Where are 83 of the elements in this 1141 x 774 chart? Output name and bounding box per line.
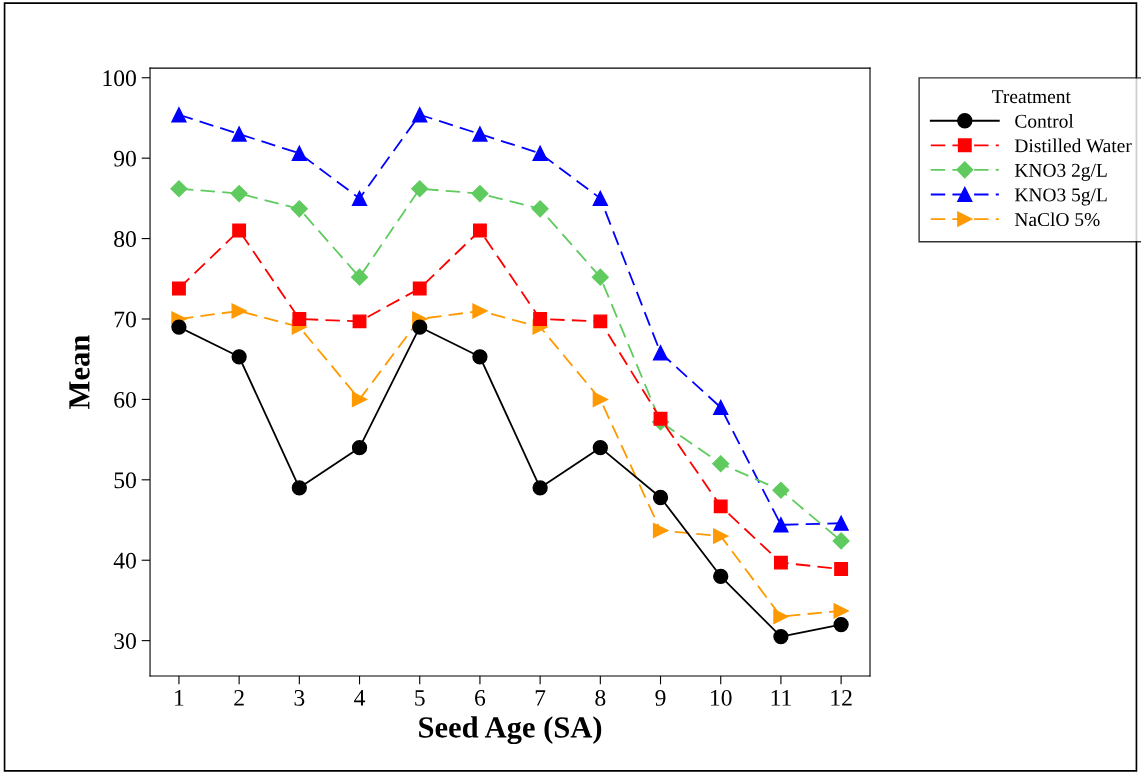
point: [652, 489, 669, 506]
x-tick-label: 7: [535, 690, 546, 706]
point: [292, 312, 307, 326]
y-tick-label: 90: [114, 150, 136, 167]
point: [472, 303, 488, 319]
point: [652, 345, 669, 361]
point: [472, 223, 487, 238]
point: [713, 399, 729, 416]
point: [592, 190, 608, 207]
point: [532, 480, 548, 496]
legend-title: Treatment: [992, 90, 1071, 104]
point: [171, 107, 187, 123]
x-tick-label: 3: [294, 689, 305, 706]
y-axis-title: Mean: [69, 335, 90, 409]
point: [351, 190, 368, 207]
y-tick-label: 30: [114, 633, 136, 650]
point: [833, 603, 849, 619]
point: [833, 616, 849, 633]
point: [291, 145, 307, 161]
point: [230, 184, 248, 203]
point: [773, 608, 789, 625]
point: [231, 126, 247, 142]
point: [290, 200, 308, 218]
point: [834, 562, 849, 577]
point: [712, 455, 730, 473]
point: [170, 180, 188, 198]
point: [232, 223, 247, 238]
point: [713, 568, 729, 584]
x-tick-label: 5: [415, 690, 425, 706]
legend-label: KNO3 5g/L: [1014, 188, 1107, 206]
point: [713, 499, 728, 514]
y-tick-label: 70: [114, 311, 136, 328]
point: [593, 314, 608, 329]
point: [653, 411, 668, 426]
y-tick-label: 60: [114, 391, 136, 408]
y-tick-label: 100: [103, 70, 136, 87]
point: [412, 107, 428, 123]
point: [472, 126, 488, 142]
x-tick-label: 9: [655, 689, 666, 706]
point: [231, 303, 247, 319]
legend-label: Control: [1015, 114, 1074, 128]
point: [231, 349, 247, 365]
point: [411, 180, 429, 198]
x-tick-label: 2: [234, 689, 244, 706]
point: [773, 628, 789, 645]
point: [351, 391, 368, 408]
point: [773, 555, 788, 570]
point: [713, 528, 729, 544]
point: [412, 319, 428, 335]
point: [832, 532, 850, 550]
point: [350, 268, 369, 286]
point: [171, 319, 187, 335]
y-tick-label: 80: [114, 231, 136, 248]
x-tick-label: 11: [771, 690, 791, 706]
x-tick-label: 1: [175, 690, 184, 706]
legend-label: KNO3 2g/L: [1014, 163, 1107, 181]
legend-label: NaClO 5%: [1014, 212, 1100, 227]
point: [291, 480, 307, 496]
y-tick-label: 40: [113, 552, 136, 569]
point: [352, 314, 367, 329]
x-tick-label: 6: [475, 689, 486, 706]
point: [351, 440, 368, 456]
point: [652, 522, 669, 539]
x-tick-label: 10: [710, 689, 732, 706]
x-tick-label: 4: [354, 690, 366, 706]
x-axis-title: Seed Age (SA): [419, 716, 602, 745]
point: [531, 200, 549, 218]
point: [773, 517, 789, 533]
point: [772, 481, 790, 499]
x-tick-label: 12: [831, 689, 852, 706]
point: [592, 391, 608, 408]
point: [833, 515, 849, 531]
point: [471, 184, 489, 203]
x-tick-label: 8: [595, 689, 606, 706]
y-tick-label: 50: [114, 472, 136, 489]
point: [532, 145, 548, 161]
point: [171, 281, 186, 296]
point: [592, 440, 608, 456]
point: [472, 349, 488, 365]
legend-label: Distilled Water: [1014, 138, 1132, 153]
point: [412, 281, 427, 296]
point: [591, 268, 609, 286]
point: [533, 312, 548, 326]
